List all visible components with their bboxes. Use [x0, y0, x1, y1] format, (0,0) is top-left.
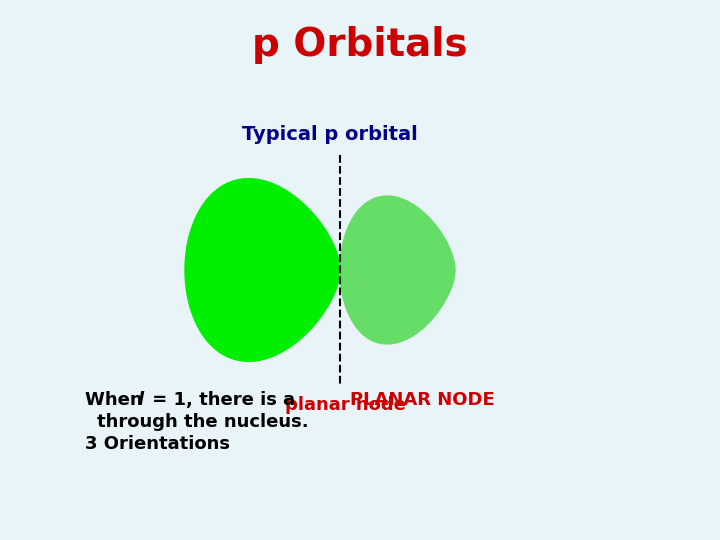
Text: planar node: planar node [284, 396, 405, 414]
Text: through the nucleus.: through the nucleus. [97, 413, 309, 431]
Text: = 1, there is a: = 1, there is a [146, 391, 302, 409]
Text: PLANAR NODE: PLANAR NODE [350, 391, 495, 409]
Text: l: l [137, 391, 143, 409]
Text: p Orbitals: p Orbitals [252, 26, 468, 64]
Text: Typical p orbital: Typical p orbital [242, 125, 418, 145]
Polygon shape [185, 179, 340, 361]
Polygon shape [340, 196, 455, 344]
Text: 3 Orientations: 3 Orientations [85, 435, 230, 453]
Text: When: When [85, 391, 149, 409]
